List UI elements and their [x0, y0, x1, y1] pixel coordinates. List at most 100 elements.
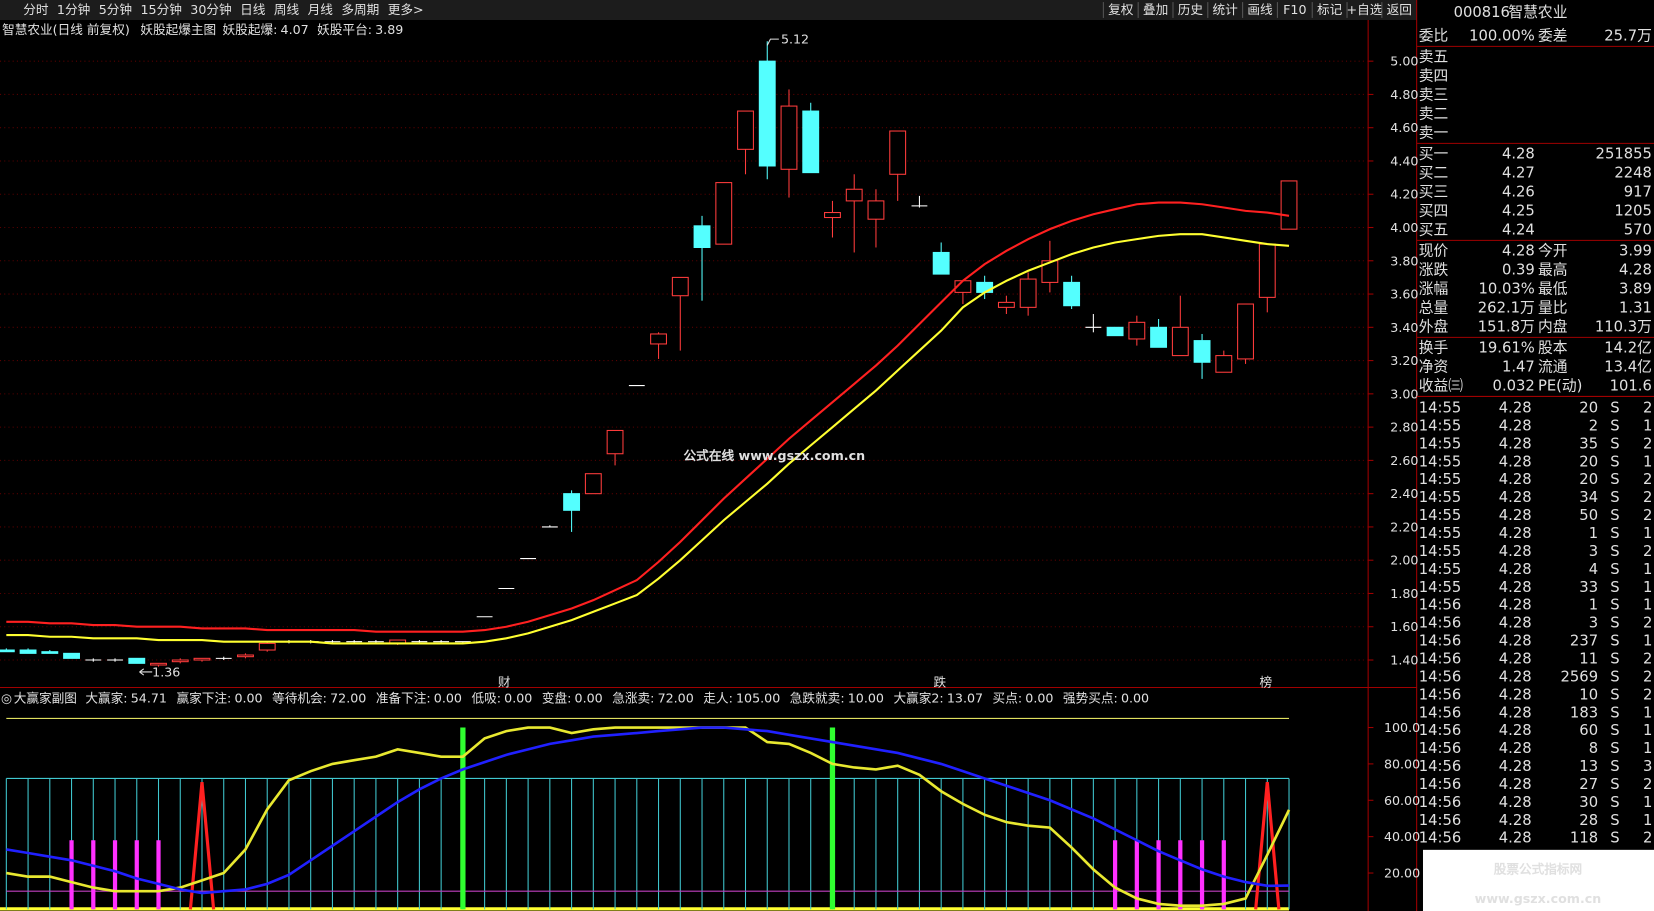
trade-price: 4.28: [1499, 776, 1532, 793]
trade-volume: 10: [1579, 686, 1598, 703]
candle-body: [845, 188, 863, 202]
toolbar-button[interactable]: 画线: [1247, 2, 1273, 17]
period-tab[interactable]: 30分钟: [190, 2, 231, 17]
candle-body: [193, 657, 211, 661]
period-tab[interactable]: 多周期: [341, 2, 379, 17]
bid-price: 4.26: [1502, 183, 1535, 200]
trade-time: 14:56: [1419, 794, 1462, 811]
quote-label: 外盘: [1419, 317, 1449, 335]
candle-body: [1128, 321, 1146, 340]
trade-price: 4.28: [1499, 543, 1532, 560]
period-tab[interactable]: 日线: [240, 2, 266, 17]
toolbar-button[interactable]: F10: [1283, 2, 1306, 17]
quote-label: 今开: [1538, 242, 1568, 259]
quote-value: 10.03%: [1479, 280, 1535, 297]
event-marker[interactable]: 跌: [934, 675, 947, 690]
quote-label: 换手: [1419, 339, 1449, 356]
y-tick-label: 1.40: [1390, 653, 1418, 668]
period-tab[interactable]: 15分钟: [140, 2, 181, 17]
event-marker[interactable]: 财: [498, 675, 511, 690]
watermark: 公式在线 www.gszx.com.cn: [684, 448, 866, 463]
candle-body: [671, 276, 689, 297]
trade-count: 2: [1643, 471, 1652, 488]
trade-price: 4.28: [1499, 722, 1532, 739]
quote-value: 262.1万: [1478, 299, 1535, 316]
toolbar-button[interactable]: 历史: [1178, 2, 1204, 17]
y-tick-label: 100.0: [1384, 720, 1420, 735]
trade-volume: 118: [1570, 830, 1598, 847]
trade-volume: 35: [1579, 435, 1598, 452]
candle-body: [150, 662, 167, 666]
quote-label: 总量: [1419, 299, 1449, 316]
period-tab[interactable]: 5分钟: [99, 2, 132, 17]
y-tick-label: 4.80: [1390, 87, 1418, 102]
trade-price: 4.28: [1499, 740, 1532, 757]
trade-volume: 8: [1589, 740, 1598, 757]
trade-count: 1: [1643, 417, 1652, 434]
legend-name: 强势买点:: [1063, 691, 1118, 706]
trade-time: 14:55: [1419, 453, 1462, 470]
trade-time: 14:56: [1419, 722, 1462, 739]
trade-count: 1: [1643, 633, 1652, 650]
trade-count: 2: [1643, 615, 1652, 632]
legend-value: 3.89: [375, 22, 403, 37]
legend-value: 0.00: [1025, 691, 1053, 706]
toolbar-button[interactable]: 标记: [1317, 2, 1343, 17]
trade-count: 1: [1643, 525, 1652, 542]
toolbar-button[interactable]: 返回: [1387, 2, 1412, 17]
toolbar-button[interactable]: 复权: [1108, 2, 1134, 17]
trade-price: 4.28: [1499, 400, 1532, 417]
bid-volume: 917: [1624, 183, 1652, 200]
candle-body: [737, 110, 754, 150]
trade-time: 14:55: [1419, 525, 1462, 542]
trade-price: 4.28: [1499, 830, 1532, 847]
trade-volume: 2: [1589, 417, 1598, 434]
toolbar-button[interactable]: +自选: [1347, 2, 1383, 17]
candle-body: [715, 182, 733, 245]
red-spike: [1254, 781, 1281, 910]
logo-url: www.gszx.com.cn: [1475, 891, 1602, 906]
toolbar-button[interactable]: 叠加: [1143, 2, 1168, 17]
candle-body: [19, 649, 37, 654]
legend-name: 妖股平台:: [317, 22, 372, 37]
trade-count: 2: [1643, 489, 1652, 506]
bid-volume: 1205: [1614, 202, 1652, 219]
bid-price: 4.28: [1502, 145, 1535, 162]
y-tick-label: 4.60: [1390, 120, 1418, 135]
period-tab[interactable]: 1分钟: [57, 2, 90, 17]
period-tab[interactable]: 月线: [308, 2, 334, 17]
bid-label: 买三: [1419, 183, 1449, 200]
trade-volume: 3: [1589, 615, 1598, 632]
y-tick-label: 3.40: [1390, 320, 1418, 335]
y-tick-label: 2.80: [1390, 420, 1418, 435]
candle-body: [41, 651, 59, 654]
y-tick-label: 3.00: [1390, 386, 1418, 401]
period-tab[interactable]: 更多>: [388, 2, 424, 17]
trade-price: 4.28: [1499, 507, 1532, 524]
toolbar-button[interactable]: 统计: [1213, 2, 1239, 17]
trade-time: 14:56: [1419, 830, 1462, 847]
event-marker[interactable]: 榜: [1259, 675, 1272, 690]
quote-value: 3.89: [1619, 280, 1652, 297]
indicator-line: [6, 233, 1290, 645]
sub-title: 大赢家副图: [14, 691, 77, 706]
quote-label: PE(动): [1538, 377, 1582, 394]
trade-count: 2: [1643, 400, 1652, 417]
bid-volume: 570: [1624, 221, 1652, 238]
quote-value: 3.99: [1619, 242, 1652, 259]
candle-body: [606, 429, 624, 455]
quote-label: 内盘: [1538, 317, 1568, 335]
trade-time: 14:55: [1419, 507, 1462, 524]
period-tab[interactable]: 周线: [274, 2, 300, 17]
trade-count: 1: [1643, 722, 1652, 739]
quote-label: 量比: [1538, 299, 1568, 316]
trade-price: 4.28: [1499, 812, 1532, 829]
trade-side: S: [1610, 417, 1619, 434]
period-tab[interactable]: 分时: [23, 2, 49, 17]
trade-volume: 1: [1589, 525, 1598, 542]
y-tick-label: 3.80: [1390, 253, 1418, 268]
trade-volume: 30: [1579, 794, 1598, 811]
legend-name: 急跌就卖:: [790, 691, 845, 706]
trade-time: 14:56: [1419, 686, 1462, 703]
